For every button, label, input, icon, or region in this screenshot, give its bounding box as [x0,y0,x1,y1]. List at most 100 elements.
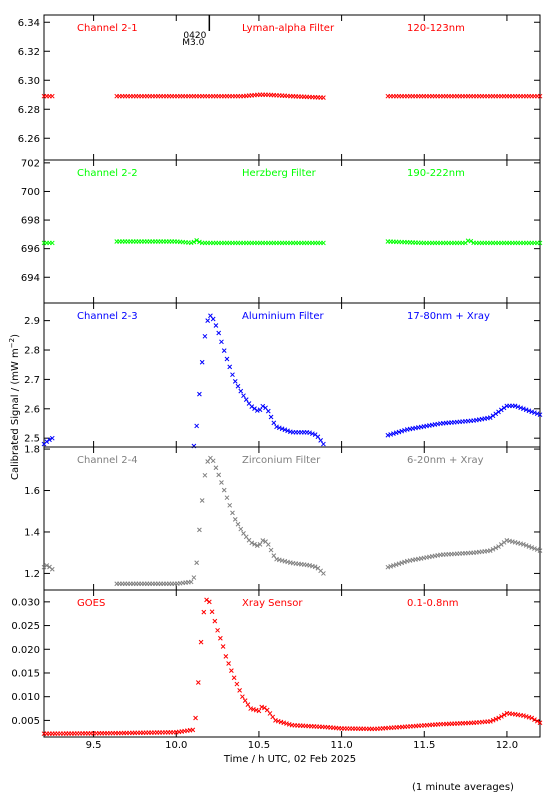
y-tick-label: 6.30 [18,76,40,87]
data-point [224,495,230,501]
data-point [212,618,218,624]
y-tick-label: 1.8 [24,445,40,456]
y-tick-label: 694 [21,273,40,284]
data-point [238,526,244,532]
data-point [205,318,211,323]
data-point [534,411,540,417]
data-point [318,438,324,443]
channel-label: Channel 2-4 [77,455,138,466]
data-point [216,330,222,336]
data-point [268,547,274,553]
data-point [245,702,251,707]
y-tick-label: 1.6 [24,486,40,497]
data-point [44,563,50,568]
data-point [249,540,255,546]
data-point [265,542,271,547]
data-point [532,546,537,551]
data-point [259,704,265,710]
data-point [242,698,248,703]
data-point [488,718,493,724]
x-tick-label: 11.5 [413,740,435,751]
data-point [252,406,257,411]
data-point [270,714,276,720]
event-class-label: M3.0 [182,38,204,48]
data-point [260,403,266,409]
data-point [193,715,198,721]
data-point [194,238,200,243]
data-point [388,432,394,437]
band-label: 190-222nm [407,168,465,179]
data-point [220,644,226,649]
channel-label: Channel 2-2 [77,168,138,179]
averaging-footnote: (1 minute averages) [412,782,514,793]
band-label: 0.1-0.8nm [407,598,459,609]
data-point [238,388,244,394]
data-point [194,423,200,429]
data-point [49,240,55,246]
y-tick-label: 2.9 [24,316,40,327]
data-point [191,575,197,580]
data-point [529,545,535,550]
channel-label: Channel 2-1 [77,23,138,34]
data-point [41,564,47,570]
channel-label: Channel 2-3 [77,311,138,322]
data-point [229,668,234,673]
data-point [396,429,402,435]
data-point [257,407,263,413]
data-point [537,412,543,418]
y-axis-title-sup: −2 [8,338,16,348]
data-point [195,680,201,685]
data-point [224,356,230,362]
data-point [237,688,242,693]
data-point [226,661,231,666]
x-tick-label: 10.0 [165,740,187,751]
data-point [221,487,227,493]
data-point [197,527,202,533]
data-point [393,562,399,567]
data-point [532,717,537,722]
data-point [191,239,197,245]
data-point [201,609,207,615]
data-point [215,627,220,633]
data-point [254,543,260,549]
data-point [493,545,499,551]
data-point [210,458,216,464]
x-tick-label: 11.0 [330,740,352,751]
data-point [321,240,326,246]
data-point [515,404,521,410]
data-point [219,480,224,485]
data-point [271,553,277,558]
y-axis-title-end: ) [10,334,21,338]
data-point [321,95,326,101]
data-point [537,93,543,99]
y-tick-label: 0.025 [11,621,40,632]
data-point [493,411,499,417]
y-tick-label: 696 [21,244,40,255]
x-tick-label: 12.0 [496,740,518,751]
data-point [312,564,318,570]
y-tick-label: 0.015 [11,668,40,679]
data-point [221,348,227,353]
data-point [285,428,290,434]
data-point [232,517,238,522]
data-point [199,498,205,503]
data-point [235,521,241,527]
y-tick-label: 0.030 [11,597,40,608]
data-point [241,393,246,399]
y-tick-label: 6.26 [18,134,40,145]
panel-3: 2.5 2.6 2.7 2.8 2.9 Channel 2-3 Aluminium Filt… [24,302,543,449]
data-point [209,609,215,615]
panels-layer: 6.26 6.28 6.30 6.32 6.34 Channel 2-1 Lyman-alp… [11,14,543,751]
y-tick-label: 2.7 [24,375,40,386]
y-tick-label: 698 [21,216,40,227]
data-point [499,714,504,719]
x-tick-label: 10.5 [248,740,270,751]
data-point [534,718,540,724]
data-point [231,675,237,681]
data-point [518,405,523,411]
data-point [402,559,407,565]
data-point [526,408,532,414]
y-tick-label: 0.010 [11,692,40,703]
data-point [496,544,501,549]
